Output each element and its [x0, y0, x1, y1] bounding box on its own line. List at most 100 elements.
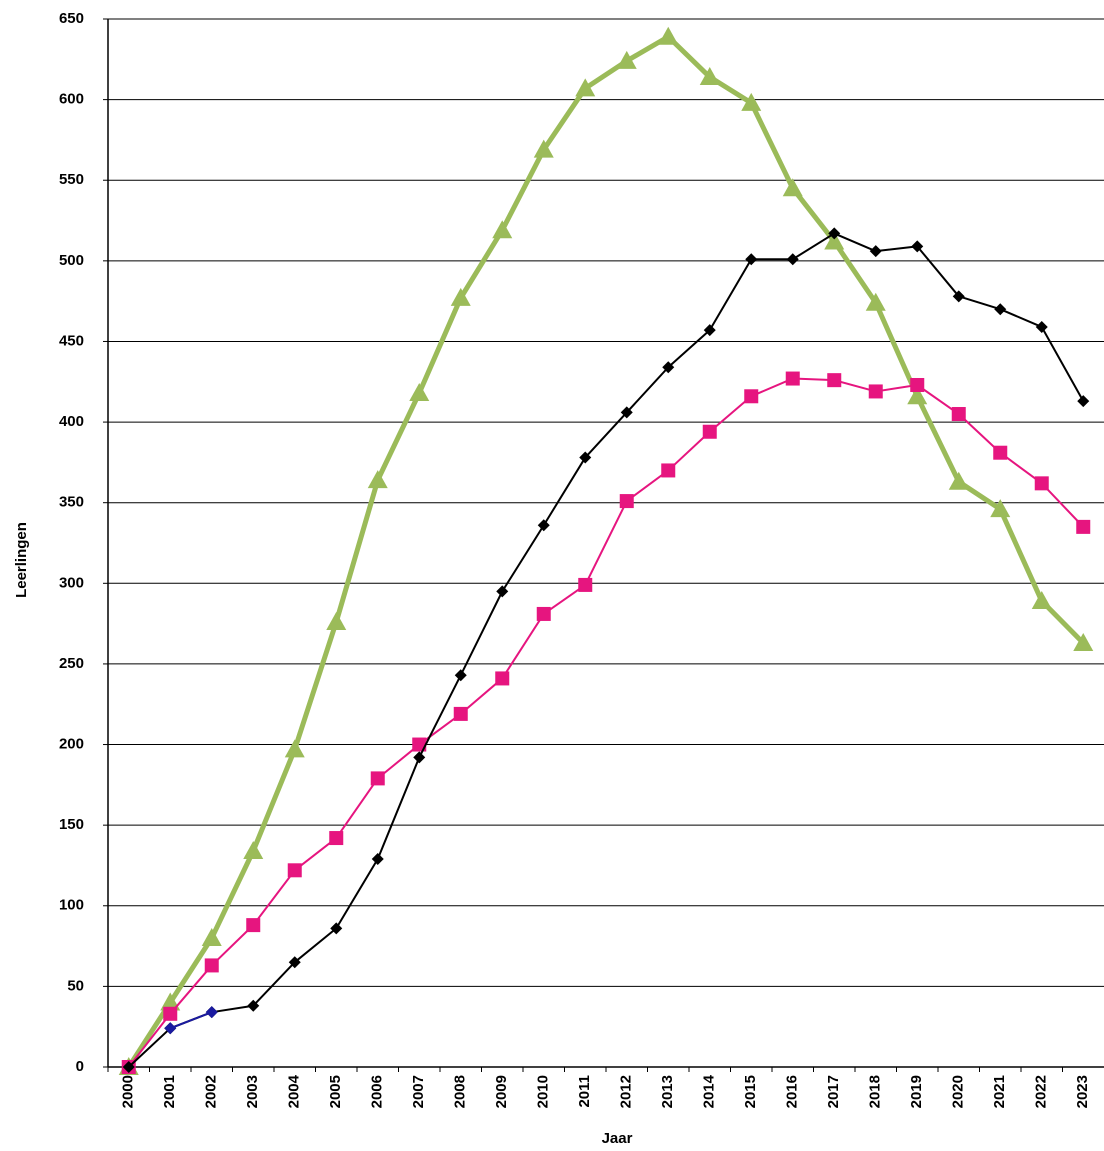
x-tick-label: 2023 — [1074, 1075, 1091, 1108]
marker — [1035, 320, 1048, 333]
marker — [658, 26, 679, 45]
series-line — [127, 377, 1084, 1068]
x-tick-label: 2005 — [327, 1075, 344, 1108]
marker — [869, 245, 882, 258]
x-tick-label: 2000 — [120, 1075, 137, 1108]
marker — [744, 389, 759, 404]
marker — [536, 606, 551, 621]
marker — [326, 612, 347, 631]
marker — [409, 383, 430, 402]
x-tick-label: 2015 — [742, 1075, 759, 1108]
y-tick-label: 450 — [59, 332, 84, 349]
marker — [287, 863, 302, 878]
x-tick-label: 2016 — [784, 1075, 801, 1108]
x-tick-label: 2009 — [493, 1075, 510, 1108]
marker — [246, 918, 261, 933]
marker — [537, 519, 550, 532]
x-tick-label: 2019 — [908, 1075, 925, 1108]
x-tick-label: 2013 — [659, 1075, 676, 1108]
marker — [243, 840, 264, 859]
marker — [450, 287, 471, 306]
marker — [495, 671, 510, 686]
marker — [745, 253, 758, 266]
marker — [619, 494, 634, 509]
marker — [951, 407, 966, 422]
x-tick-label: 2020 — [950, 1075, 967, 1108]
marker — [370, 771, 385, 786]
marker — [1073, 632, 1094, 651]
marker — [828, 227, 841, 240]
marker — [579, 451, 592, 464]
x-tick-label: 2012 — [618, 1075, 635, 1108]
marker — [907, 386, 928, 405]
x-tick-label: 2006 — [369, 1075, 386, 1108]
marker — [413, 751, 426, 764]
marker — [329, 831, 344, 846]
x-tick-label: 2011 — [576, 1075, 593, 1108]
marker — [454, 669, 467, 682]
marker — [492, 220, 513, 239]
y-tick-label: 200 — [59, 736, 84, 753]
marker — [699, 67, 720, 86]
series-line — [128, 232, 1085, 1068]
marker — [661, 463, 676, 478]
marker — [994, 303, 1007, 316]
marker — [122, 1061, 135, 1073]
y-tick-label: 50 — [67, 977, 84, 994]
x-tick-label: 2007 — [410, 1075, 427, 1108]
marker — [703, 324, 716, 337]
marker — [662, 361, 675, 374]
marker — [288, 956, 301, 969]
marker — [993, 445, 1008, 460]
y-tick-label: 250 — [59, 655, 84, 672]
marker — [782, 178, 803, 197]
x-tick-label: 2018 — [867, 1075, 884, 1108]
marker — [911, 240, 924, 253]
marker — [1077, 395, 1090, 408]
marker — [1031, 591, 1052, 610]
x-tick-label: 2002 — [203, 1075, 220, 1108]
marker — [371, 853, 384, 866]
marker — [330, 922, 343, 935]
y-tick-label: 350 — [59, 494, 84, 511]
y-tick-label: 650 — [59, 10, 84, 27]
marker — [948, 471, 969, 490]
x-tick-label: 2003 — [244, 1075, 261, 1108]
y-tick-label: 400 — [59, 413, 84, 430]
x-tick-label: 2008 — [452, 1075, 469, 1108]
marker — [247, 999, 260, 1012]
marker — [163, 1006, 178, 1021]
x-axis-label: Jaar — [602, 1130, 633, 1147]
marker — [164, 1022, 177, 1035]
marker — [412, 737, 427, 752]
series-line — [126, 34, 1086, 1069]
y-tick-label: 550 — [59, 171, 84, 188]
y-tick-label: 600 — [59, 91, 84, 108]
marker — [204, 958, 219, 973]
marker — [785, 371, 800, 386]
marker — [786, 253, 799, 266]
x-tick-label: 2022 — [1033, 1075, 1050, 1108]
y-tick-label: 100 — [59, 897, 84, 914]
x-tick-label: 2001 — [161, 1075, 178, 1108]
y-axis-label: Leerlingen — [13, 522, 30, 598]
marker — [160, 992, 181, 1011]
y-tick-label: 500 — [59, 252, 84, 269]
x-tick-label: 2010 — [535, 1075, 552, 1108]
marker — [868, 384, 883, 399]
marker — [990, 499, 1011, 518]
marker — [952, 290, 965, 303]
marker — [910, 377, 925, 392]
marker — [453, 706, 468, 721]
x-tick-label: 2004 — [286, 1074, 303, 1108]
marker — [575, 78, 596, 97]
y-tick-label: 150 — [59, 816, 84, 833]
y-tick-label: 0 — [76, 1058, 84, 1075]
marker — [284, 739, 305, 758]
x-tick-label: 2014 — [701, 1074, 718, 1108]
x-tick-label: 2021 — [991, 1075, 1008, 1108]
marker — [1076, 519, 1091, 534]
marker — [1034, 476, 1049, 491]
series-line — [169, 1011, 213, 1030]
